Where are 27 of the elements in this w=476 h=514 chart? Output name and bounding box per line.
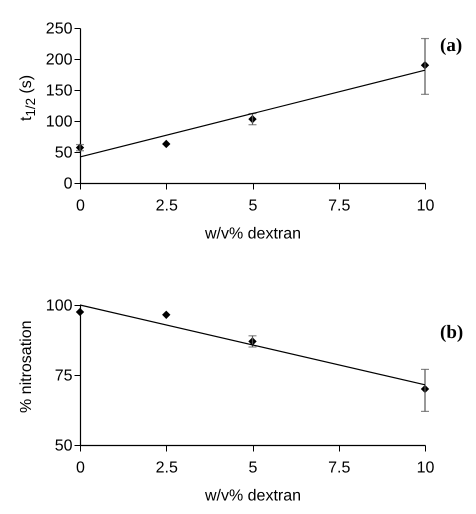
text: (a) <box>440 35 462 57</box>
point <box>76 308 84 316</box>
point <box>162 140 170 148</box>
y-tick-label: 75 <box>54 368 73 384</box>
x-tick-label: 2.5 <box>156 198 178 214</box>
x-tick-label: 5 <box>248 198 258 214</box>
text: (b) <box>440 322 464 344</box>
x-tick-label: 10 <box>416 460 434 476</box>
y-axis-title: % nitrosation <box>18 320 36 414</box>
y-tick-label: 250 <box>46 20 73 38</box>
y-tick-label: 0 <box>64 176 73 192</box>
x-tick-label: 10 <box>416 198 434 214</box>
x-tick-label: 7.5 <box>328 460 350 476</box>
x-axis-title: w/v% dextran <box>204 226 302 242</box>
x-tick-label: 0 <box>76 460 86 476</box>
x-tick-label: 2.5 <box>156 460 178 476</box>
y-tick-label: 100 <box>46 298 73 314</box>
x-tick-label: 5 <box>248 460 258 476</box>
x-tick-label: 7.5 <box>328 198 350 214</box>
y-tick-label: 50 <box>54 438 73 454</box>
point <box>162 310 170 319</box>
y-tick-label: 100 <box>46 114 73 130</box>
y-tick-label: 50 <box>54 144 73 162</box>
x-axis-title: w/v% dextran <box>204 488 302 504</box>
x-tick-label: 0 <box>76 198 86 214</box>
y-tick-label: 200 <box>46 52 73 68</box>
y-tick-label: 150 <box>46 82 73 100</box>
